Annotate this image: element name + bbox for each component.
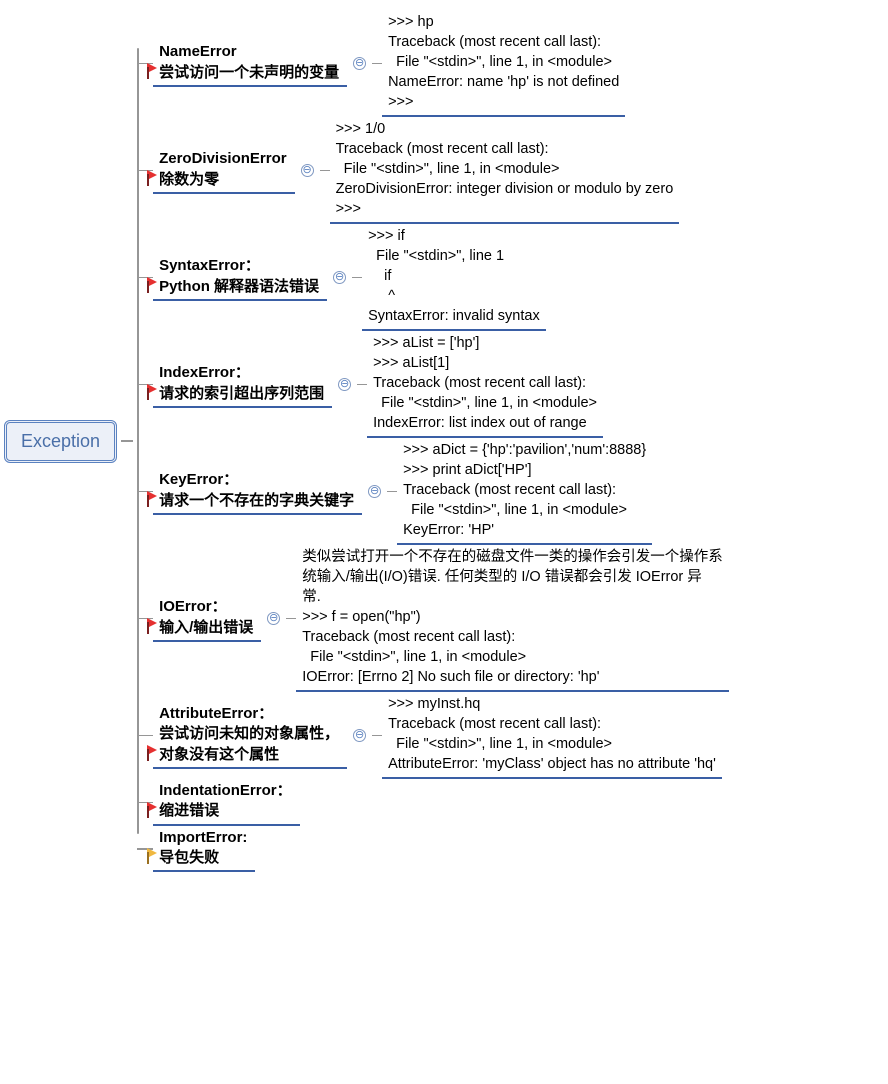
node-title: AttributeError： [159,704,339,724]
collapse-icon[interactable]: ⊖ [338,378,351,391]
node-title: NameError [159,42,339,62]
connector-line [320,170,330,172]
error-node[interactable]: ImportError:导包失败 [153,826,255,873]
branch-item: IndentationError：缩进错误 [137,779,729,826]
error-node[interactable]: IndexError：请求的索引超出序列范围 [153,361,332,408]
node-subtitle: 导包失败 [159,848,247,868]
connector-line [352,277,362,279]
node-title: ZeroDivisionError [159,149,287,169]
error-node[interactable]: ZeroDivisionError除数为零 [153,147,295,194]
code-output: >>> myInst.hq Traceback (most recent cal… [382,692,722,779]
branch-item: IndexError：请求的索引超出序列范围 ⊖ >>> aList = ['hp'… [137,331,729,438]
collapse-icon[interactable]: ⊖ [368,485,381,498]
branch-item: SyntaxError：Python 解释器语法错误 ⊖ >>> if File "… [137,224,729,331]
mindmap-diagram: Exception NameError尝试访问一个未声明的变量 ⊖ >>> hp T… [0,0,888,882]
node-subtitle: 输入/输出错误 [159,618,253,638]
error-node[interactable]: IndentationError：缩进错误 [153,779,300,826]
branch-item: NameError尝试访问一个未声明的变量 ⊖ >>> hp Traceback (… [137,10,729,117]
node-title: ImportError: [159,828,247,848]
node-subtitle: Python 解释器语法错误 [159,277,319,297]
code-output: >>> aList = ['hp'] >>> aList[1] Tracebac… [367,331,603,438]
code-output: >>> hp Traceback (most recent call last)… [382,10,625,117]
branch-item: IOError：输入/输出错误 ⊖ 类似尝试打开一个不存在的磁盘文件一类的操作会引发… [137,545,729,692]
node-title: KeyError： [159,470,354,490]
collapse-icon[interactable]: ⊖ [333,271,346,284]
connector-line [286,618,296,620]
connector-line [372,735,382,737]
node-subtitle: 尝试访问未知的对象属性， [159,724,339,744]
branch-item: AttributeError：尝试访问未知的对象属性，对象没有这个属性 ⊖ >>> … [137,692,729,779]
code-output: >>> 1/0 Traceback (most recent call last… [330,117,680,224]
node-subtitle: 请求一个不存在的字典关键字 [159,491,354,511]
error-node[interactable]: NameError尝试访问一个未声明的变量 [153,40,347,87]
node-title: IndexError： [159,363,324,383]
error-node[interactable]: SyntaxError：Python 解释器语法错误 [153,254,327,301]
node-subtitle: 对象没有这个属性 [159,745,339,765]
node-subtitle: 缩进错误 [159,801,292,821]
collapse-icon[interactable]: ⊖ [353,57,366,70]
node-subtitle: 请求的索引超出序列范围 [159,384,324,404]
branch-item: ZeroDivisionError除数为零 ⊖ >>> 1/0 Traceback … [137,117,729,224]
connector-line [137,735,153,737]
collapse-icon[interactable]: ⊖ [267,612,280,625]
root-node[interactable]: Exception [4,420,117,463]
node-subtitle: 除数为零 [159,170,287,190]
connector-line [372,63,382,65]
branch-item: ImportError:导包失败 [137,826,729,873]
branch-item: KeyError：请求一个不存在的字典关键字 ⊖ >>> aDict = {'hp'… [137,438,729,545]
error-node[interactable]: KeyError：请求一个不存在的字典关键字 [153,468,362,515]
collapse-icon[interactable]: ⊖ [301,164,314,177]
code-output: 类似尝试打开一个不存在的磁盘文件一类的操作会引发一个操作系 统输入/输出(I/O… [296,545,729,692]
collapse-icon[interactable]: ⊖ [353,729,366,742]
children-container: NameError尝试访问一个未声明的变量 ⊖ >>> hp Traceback (… [137,10,729,872]
node-title: IndentationError： [159,781,292,801]
code-output: >>> if File "<stdin>", line 1 if ^ Synta… [362,224,546,331]
error-node[interactable]: AttributeError：尝试访问未知的对象属性，对象没有这个属性 [153,702,347,769]
connector-line [121,440,133,442]
node-subtitle: 尝试访问一个未声明的变量 [159,63,339,83]
connector-line [387,491,397,493]
connector-line [357,384,367,386]
code-output: >>> aDict = {'hp':'pavilion','num':8888}… [397,438,652,545]
error-node[interactable]: IOError：输入/输出错误 [153,595,261,642]
root-label: Exception [21,431,100,451]
node-title: IOError： [159,597,253,617]
node-title: SyntaxError： [159,256,319,276]
